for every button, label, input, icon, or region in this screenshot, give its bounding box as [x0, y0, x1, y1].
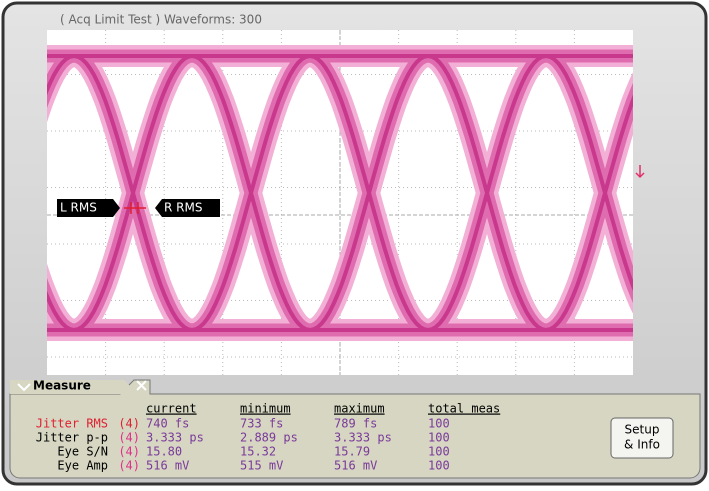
row-name: Jitter p-p: [36, 431, 108, 445]
cell: 100: [428, 431, 450, 445]
setup-button[interactable]: Setup & Info: [610, 417, 674, 459]
header-title: ( Acq Limit Test ) Waveforms: 300: [60, 13, 262, 27]
trigger-marker: [635, 165, 645, 179]
column-header: current: [146, 402, 197, 416]
row-name: Eye S/N: [57, 445, 108, 459]
button-line[interactable]: & Info: [624, 438, 660, 452]
cursor-ticks: [124, 202, 146, 214]
row-channel: (4): [118, 445, 140, 459]
button-line[interactable]: Setup: [625, 423, 660, 437]
eye-core: [47, 54, 633, 332]
cursor-left: L RMS: [57, 199, 120, 217]
cursor-left-label: L RMS: [60, 201, 97, 215]
row-channel: (4): [118, 459, 140, 473]
cell: 3.333 ps: [334, 431, 392, 445]
eye-diagram: [47, 45, 633, 341]
cell: 15.80: [146, 445, 182, 459]
measure-tab[interactable]: Measure: [33, 379, 91, 393]
cell: 516 mV: [334, 459, 377, 473]
row-channel: (4): [118, 431, 140, 445]
column-header: total meas: [428, 402, 500, 416]
cell: 789 fs: [334, 417, 377, 431]
cell: 516 mV: [146, 459, 189, 473]
cell: 3.333 ps: [146, 431, 204, 445]
cell: 733 fs: [240, 417, 283, 431]
row-name: Jitter RMS: [36, 417, 108, 431]
cell: 100: [428, 417, 450, 431]
cell: 15.32: [240, 445, 276, 459]
cell: 100: [428, 459, 450, 473]
cell: 100: [428, 445, 450, 459]
cursor-right-label: R RMS: [164, 201, 202, 215]
row-name: Eye Amp: [57, 459, 108, 473]
measure-panel: Measure: [9, 379, 701, 479]
cell: 2.889 ps: [240, 431, 298, 445]
column-header: maximum: [334, 402, 385, 416]
cell: 15.79: [334, 445, 370, 459]
cell: 515 mV: [240, 459, 283, 473]
column-header: minimum: [240, 402, 291, 416]
cursor-right: R RMS: [155, 199, 220, 217]
cell: 740 fs: [146, 417, 189, 431]
row-channel: (4): [118, 417, 140, 431]
